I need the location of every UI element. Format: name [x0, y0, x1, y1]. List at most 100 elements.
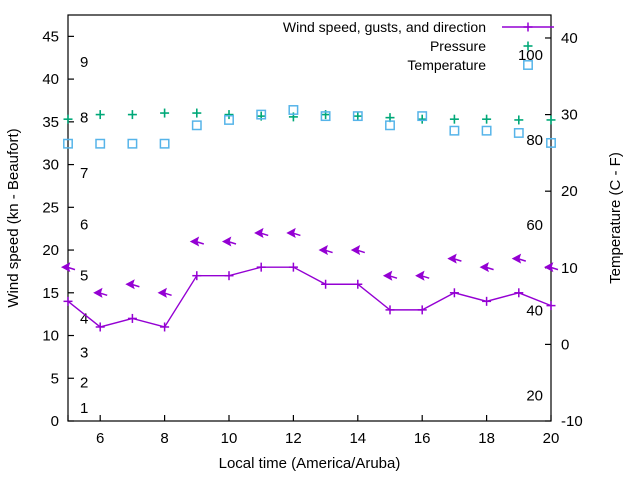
- gust-head: [125, 279, 135, 290]
- beaufort-label: 7: [80, 165, 88, 182]
- gust-arrow: [447, 253, 462, 264]
- temperature-marker: [513, 128, 524, 138]
- axes-group: [67, 14, 552, 422]
- temperature-marker: [288, 105, 299, 115]
- y2-tick-label-celsius: 20: [561, 183, 578, 200]
- legend: Wind speed, gusts, and direction Pressure…: [283, 19, 554, 73]
- series-gusts: [60, 227, 559, 298]
- temperature-marker: [546, 137, 556, 148]
- temperature-marker: [159, 138, 170, 149]
- y-tick-label: 5: [51, 370, 59, 387]
- x-tick-label: 8: [160, 430, 168, 447]
- temperature-marker: [256, 109, 267, 120]
- temperature-marker: [385, 120, 395, 131]
- beaufort-label: 3: [80, 345, 88, 362]
- temperature-marker: [224, 114, 234, 125]
- x-tick-label: 14: [349, 430, 366, 447]
- y-tick-label: 25: [42, 199, 59, 216]
- y2-tick-label-fahrenheit: 100: [518, 47, 543, 64]
- temperature-marker: [481, 125, 492, 136]
- gust-head: [254, 227, 264, 238]
- wind-speed-line: [67, 266, 552, 328]
- temperature-marker: [127, 138, 138, 149]
- y-tick-label: 30: [42, 157, 59, 174]
- x-tick-label: 6: [96, 430, 104, 447]
- gust-arrow: [157, 287, 172, 298]
- gust-head: [511, 253, 522, 264]
- gust-head: [543, 262, 554, 273]
- x-tick-label: 18: [478, 430, 495, 447]
- legend-label: Pressure: [430, 38, 486, 54]
- y2-tick-label-fahrenheit: 20: [526, 387, 543, 404]
- y2-axis-title: Temperature (C - F): [607, 152, 624, 284]
- legend-label: Wind speed, gusts, and direction: [283, 19, 486, 35]
- beaufort-label: 1: [80, 400, 88, 417]
- series-temperature: [63, 105, 556, 149]
- legend-label: Temperature: [407, 57, 486, 73]
- gust-head: [157, 287, 167, 298]
- gust-arrow: [125, 279, 140, 290]
- y2-tick-label-fahrenheit: 80: [526, 132, 543, 149]
- y-tick-label: 0: [51, 413, 59, 430]
- gust-head: [350, 245, 361, 256]
- y-tick-label: 40: [42, 71, 59, 88]
- y2-tick-label-celsius: 0: [561, 336, 569, 353]
- y2-tick-label-celsius: 30: [561, 107, 578, 124]
- gust-head: [93, 287, 103, 298]
- gust-head: [221, 236, 232, 247]
- beaufort-label: 8: [80, 110, 88, 127]
- x-tick-label: 12: [285, 430, 302, 447]
- y-axis-title: Wind speed (kn - Beaufort): [5, 128, 22, 307]
- x-tick-label: 16: [414, 430, 431, 447]
- gust-head: [60, 262, 71, 273]
- x-tick-label: 20: [543, 430, 560, 447]
- y2-tick-label-celsius: 40: [561, 30, 578, 47]
- y2-tick-label-fahrenheit: 40: [526, 302, 543, 319]
- gust-head: [286, 227, 296, 238]
- gust-arrow: [350, 245, 366, 256]
- gust-head: [479, 262, 489, 273]
- x-tick-label: 10: [221, 430, 238, 447]
- gust-arrow: [382, 270, 398, 281]
- y-tick-label: 10: [42, 328, 59, 345]
- gust-arrow: [93, 287, 108, 298]
- plot-border: [67, 14, 552, 422]
- x-axis-title: Local time (America/Aruba): [219, 455, 401, 472]
- beaufort-label: 6: [80, 216, 88, 233]
- gust-head: [382, 270, 393, 281]
- gust-arrow: [511, 253, 527, 264]
- gust-arrow: [60, 262, 76, 273]
- gust-arrow: [286, 227, 301, 238]
- gust-arrow: [318, 245, 333, 256]
- beaufort-label: 9: [80, 54, 88, 71]
- y2-tick-label-celsius: -10: [561, 413, 583, 430]
- gust-arrow: [543, 262, 559, 273]
- beaufort-label: 5: [80, 268, 88, 285]
- gust-head: [189, 236, 200, 247]
- temperature-marker: [417, 111, 428, 122]
- series-pressure: [63, 108, 556, 125]
- y2-tick-label-fahrenheit: 60: [526, 217, 543, 234]
- legend-square-icon: [523, 60, 533, 70]
- gust-arrow: [415, 270, 430, 281]
- gust-arrow: [254, 227, 269, 238]
- temperature-marker: [449, 125, 460, 136]
- y-tick-label: 15: [42, 285, 59, 302]
- beaufort-label: 4: [80, 310, 88, 327]
- y2-tick-label-celsius: 10: [561, 260, 578, 277]
- temperature-marker: [95, 138, 106, 149]
- series-wind-speed: [63, 262, 556, 332]
- temperature-marker: [352, 111, 363, 122]
- gust-arrow: [221, 236, 237, 247]
- gust-head: [415, 270, 425, 281]
- temperature-marker: [191, 120, 202, 131]
- gust-arrow: [189, 236, 205, 247]
- gust-head: [447, 253, 457, 264]
- y-tick-label: 45: [42, 28, 59, 45]
- temperature-marker: [320, 111, 331, 122]
- gust-arrow: [479, 262, 494, 273]
- beaufort-label: 2: [80, 375, 88, 392]
- temperature-marker: [63, 138, 73, 149]
